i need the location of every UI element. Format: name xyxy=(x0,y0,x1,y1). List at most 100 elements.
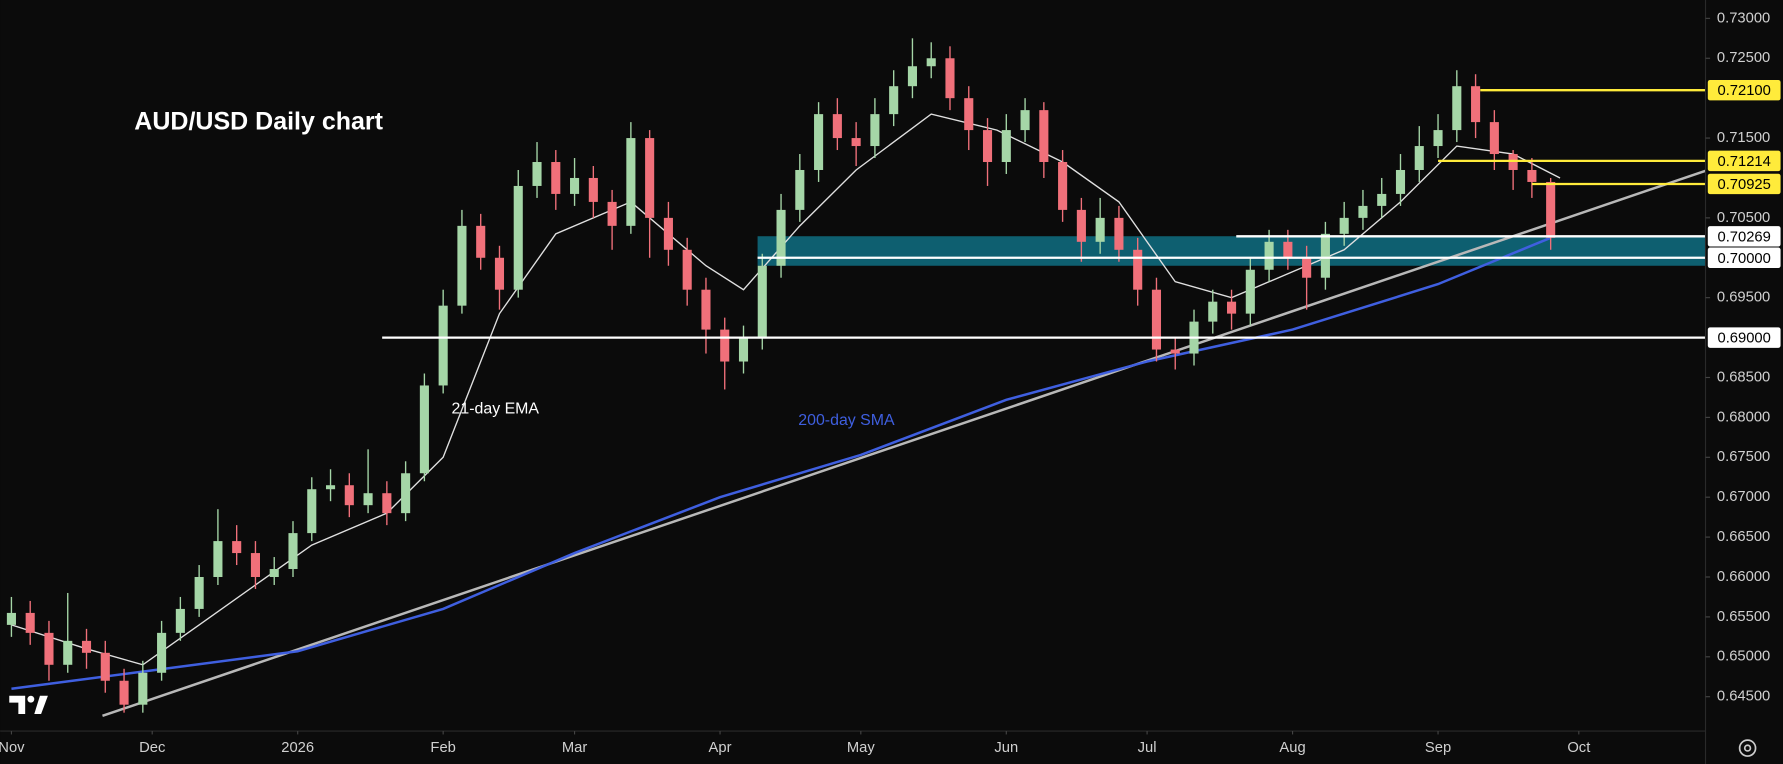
x-tick-label: Jul xyxy=(1138,740,1157,756)
logo-part xyxy=(27,695,35,703)
y-tick-label: 0.68500 xyxy=(1717,369,1770,385)
candle-body xyxy=(438,305,448,386)
candle-body xyxy=(382,493,392,514)
x-tick-label: May xyxy=(847,740,876,756)
candle-body xyxy=(607,201,617,226)
candle-body xyxy=(814,114,824,170)
candle-body xyxy=(1076,209,1086,242)
candle-body xyxy=(907,66,917,87)
candle-body xyxy=(1170,349,1180,354)
plot-area xyxy=(6,38,1706,718)
candle-body xyxy=(1039,110,1049,163)
y-tick-label: 0.67500 xyxy=(1717,449,1770,465)
candle-body xyxy=(926,58,936,67)
x-tick-label: Apr xyxy=(709,740,732,756)
candle-body xyxy=(532,162,542,186)
ema-label: 21-day EMA xyxy=(452,400,540,417)
candle-body xyxy=(138,672,148,705)
logo-part xyxy=(9,695,26,714)
candle-body xyxy=(63,640,73,665)
candle-body xyxy=(269,569,279,578)
candle-body xyxy=(119,680,129,705)
level-label-box xyxy=(1707,173,1781,195)
y-tick-label: 0.66500 xyxy=(1717,529,1770,545)
candle-body xyxy=(795,169,805,210)
level-label: 0.72100 xyxy=(1717,83,1770,99)
candle-body xyxy=(81,640,92,653)
level-label-box xyxy=(1707,327,1781,348)
x-tick-label: Jun xyxy=(994,740,1018,756)
candle-body xyxy=(626,138,636,226)
level-label: 0.70925 xyxy=(1717,177,1770,193)
candle-body xyxy=(1020,110,1030,131)
candle-body xyxy=(776,209,786,266)
trendline xyxy=(102,169,1706,718)
y-tick-label: 0.69500 xyxy=(1717,290,1770,306)
y-tick-label: 0.67000 xyxy=(1717,489,1770,505)
y-tick-label: 0.72500 xyxy=(1717,50,1770,66)
candle-body xyxy=(1414,146,1424,170)
candle-body xyxy=(401,473,411,514)
candle-body xyxy=(945,58,955,99)
candle-body xyxy=(832,114,842,139)
x-tick-label: Feb xyxy=(430,740,455,756)
candle-body xyxy=(476,225,486,258)
candle-body xyxy=(213,541,223,578)
x-tick-label: Oct xyxy=(1567,740,1590,756)
x-tick-label: Mar xyxy=(562,740,588,756)
candle-body xyxy=(682,249,692,290)
candle-body xyxy=(1339,217,1349,234)
y-tick-label: 0.65500 xyxy=(1717,609,1770,625)
candle-body xyxy=(307,489,317,534)
candle-body xyxy=(419,385,429,474)
candle-body xyxy=(494,257,505,290)
candle-body xyxy=(1227,301,1237,314)
candle-body xyxy=(457,225,467,306)
candle-body xyxy=(1133,249,1143,290)
level-label: 0.69000 xyxy=(1717,331,1770,347)
candle-body xyxy=(194,577,204,609)
candle-body xyxy=(44,632,54,665)
candle-body xyxy=(1114,217,1124,250)
y-tick-label: 0.68000 xyxy=(1717,409,1770,425)
candle-body xyxy=(645,138,655,218)
y-tick-label: 0.66000 xyxy=(1717,569,1770,585)
settings-icon[interactable] xyxy=(1738,739,1757,757)
candle-body xyxy=(325,485,336,490)
candle-body xyxy=(1283,241,1293,258)
y-tick-label: 0.64500 xyxy=(1717,689,1770,705)
level-label-box xyxy=(1707,79,1781,101)
y-tick-label: 0.73000 xyxy=(1717,10,1770,26)
candle-body xyxy=(25,612,35,633)
candle-body xyxy=(1245,269,1255,314)
candle-body xyxy=(1264,241,1274,270)
candle-body xyxy=(232,541,242,554)
candle-body xyxy=(663,217,673,250)
level-label: 0.70269 xyxy=(1717,229,1770,245)
candle-body xyxy=(1395,169,1406,194)
candle-body xyxy=(513,185,523,290)
candle-body xyxy=(1452,86,1462,131)
candle-body xyxy=(1377,193,1387,206)
candle-body xyxy=(889,86,899,115)
candle-body xyxy=(588,177,598,202)
candle-body xyxy=(551,162,561,194)
candle-body xyxy=(363,493,373,506)
candle-body xyxy=(701,289,711,330)
candle-body xyxy=(982,130,993,163)
candle-body xyxy=(1058,162,1068,210)
candle-body xyxy=(175,608,185,633)
candle-body xyxy=(1471,86,1481,123)
candle-body xyxy=(1302,257,1312,278)
candle-body xyxy=(250,553,261,578)
y-tick-label: 0.70500 xyxy=(1717,210,1770,226)
settings-gear[interactable] xyxy=(1738,739,1757,757)
level-label-box xyxy=(1707,150,1781,172)
sma-line xyxy=(11,236,1552,690)
x-tick-label: Sep xyxy=(1425,740,1451,756)
level-label: 0.71214 xyxy=(1717,154,1770,170)
candle-body xyxy=(1433,130,1443,147)
candle-body xyxy=(851,138,861,147)
candle-body xyxy=(870,114,880,147)
